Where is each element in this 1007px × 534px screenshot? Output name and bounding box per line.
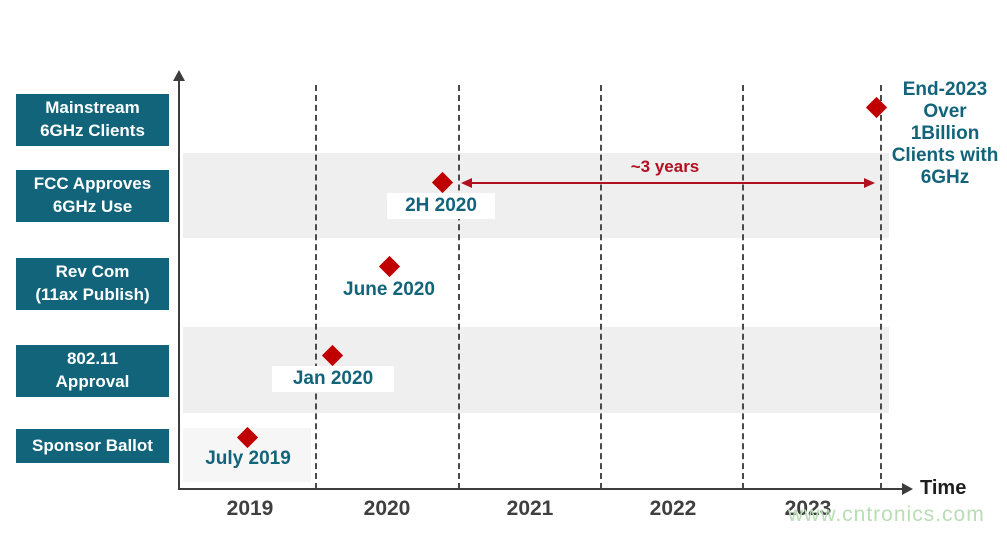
end-label-line: 6GHz — [920, 167, 970, 188]
end-label-line: Over — [923, 101, 967, 122]
tick-2020: 2020 — [363, 497, 411, 520]
category-80211-approval: 802.11 Approval — [16, 345, 169, 397]
gridline-2020 — [315, 85, 317, 489]
category-label-line: (11ax Publish) — [35, 285, 150, 304]
end-label-line: 1Billion — [910, 123, 980, 144]
tick-2021: 2021 — [506, 497, 554, 520]
category-rev-com-11ax-publish: Rev Com (11ax Publish) — [16, 258, 169, 310]
y-axis-arrowhead-icon — [173, 70, 185, 81]
y-axis-line — [178, 80, 180, 489]
category-label-line: FCC Approves — [33, 174, 152, 194]
category-label-line: 6GHz Clients — [40, 121, 145, 140]
category-label-line: 802.11 — [66, 349, 119, 369]
duration-annotation-text: ~3 years — [630, 157, 700, 176]
gridline-2023 — [742, 85, 744, 489]
milestone-label-end-2023: End-2023 Over 1Billion Clients with 6GHz — [883, 79, 1007, 189]
category-sponsor-ballot: Sponsor Ballot — [16, 429, 169, 463]
milestone-label-july-2019: July 2019 — [205, 448, 291, 469]
duration-arrow-line — [471, 182, 865, 184]
watermark-text: www.cntronics.com — [788, 503, 985, 526]
category-fcc-approves-6ghz-use: FCC Approves 6GHz Use — [16, 170, 169, 222]
x-axis-line — [178, 488, 904, 490]
end-label-line: End-2023 — [902, 79, 988, 100]
tick-2022: 2022 — [649, 497, 697, 520]
category-label-line: Mainstream — [45, 98, 140, 118]
category-label-line: 6GHz Use — [52, 197, 133, 216]
tick-2019: 2019 — [226, 497, 274, 520]
x-axis-title: Time — [920, 477, 967, 499]
category-label-line: Sponsor Ballot — [32, 435, 153, 455]
category-label-line: Approval — [55, 372, 130, 391]
duration-arrow-right-head-icon — [864, 178, 875, 188]
category-label-line: Rev Com — [55, 262, 130, 282]
category-mainstream-6ghz-clients: Mainstream 6GHz Clients — [16, 94, 169, 146]
gridline-2021 — [458, 85, 460, 489]
end-label-line: Clients with — [891, 145, 999, 166]
gridline-2022 — [600, 85, 602, 489]
diamond-marker-june-2020 — [378, 255, 401, 278]
highlight-band-fcc-row — [183, 153, 889, 238]
tick-2023: 2023 — [784, 497, 832, 520]
x-axis-arrowhead-icon — [902, 483, 913, 495]
duration-arrow-left-head-icon — [461, 178, 472, 188]
milestone-label-june-2020: June 2020 — [320, 277, 458, 303]
milestone-label-2h-2020: 2H 2020 — [387, 193, 495, 219]
milestone-label-jan-2020: Jan 2020 — [272, 366, 394, 392]
gridline-end-2023 — [880, 85, 882, 489]
